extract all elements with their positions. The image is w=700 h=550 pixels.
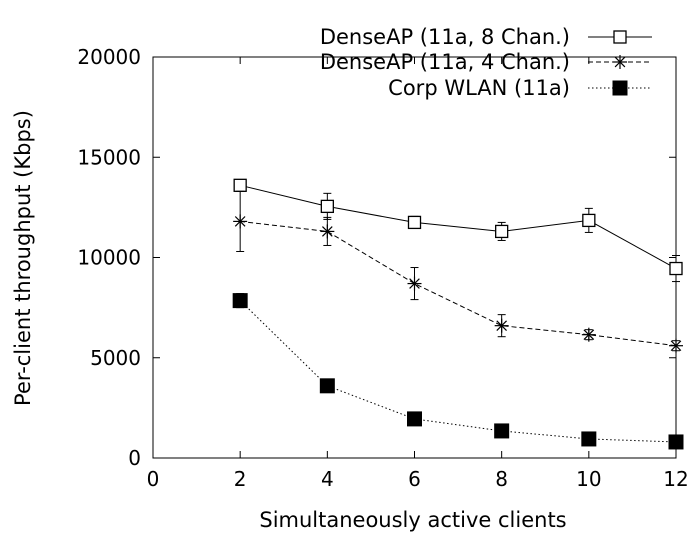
series-3 xyxy=(232,293,684,450)
data-point xyxy=(668,434,684,450)
y-axis-title: Per-client throughput (Kbps) xyxy=(11,110,35,406)
legend-label: DenseAP (11a, 4 Chan.) xyxy=(320,50,570,74)
y-tick-label: 10000 xyxy=(77,246,141,270)
x-tick-label: 10 xyxy=(576,467,601,491)
data-point xyxy=(320,199,334,214)
x-tick-label: 12 xyxy=(663,467,688,491)
y-tick-label: 5000 xyxy=(90,346,141,370)
series-line xyxy=(239,300,677,443)
x-axis-title: Simultaneously active clients xyxy=(259,508,566,532)
legend-label: Corp WLAN (11a) xyxy=(388,76,570,100)
x-tick-label: 2 xyxy=(234,467,247,491)
data-point xyxy=(407,411,422,427)
data-point xyxy=(319,378,335,394)
legend-marker xyxy=(612,80,628,96)
x-tick-label: 8 xyxy=(495,467,508,491)
data-point xyxy=(232,293,248,309)
data-point xyxy=(494,318,509,333)
y-tick-label: 20000 xyxy=(77,45,141,69)
data-point xyxy=(582,213,596,228)
legend-marker xyxy=(613,55,627,69)
legend: DenseAP (11a, 8 Chan.)DenseAP (11a, 4 Ch… xyxy=(320,25,652,100)
legend-label: DenseAP (11a, 8 Chan.) xyxy=(320,25,570,49)
legend-marker xyxy=(613,30,627,44)
series-2 xyxy=(233,190,683,353)
axis-ticks: 0 2 4 6 8 10 12 0 5000 10000 15000 20000 xyxy=(77,45,688,491)
data-point xyxy=(407,215,422,230)
y-tick-label: 15000 xyxy=(77,145,141,169)
plot-border xyxy=(152,56,677,459)
plot-frame xyxy=(152,56,677,459)
data-point xyxy=(233,214,248,229)
data-point xyxy=(407,276,422,291)
data-point xyxy=(581,327,596,342)
series-layer xyxy=(232,178,684,450)
data-point xyxy=(581,431,597,447)
y-tick-label: 0 xyxy=(128,446,141,470)
series-1 xyxy=(233,178,683,283)
x-tick-label: 0 xyxy=(147,467,160,491)
data-point xyxy=(233,178,247,192)
series-line xyxy=(240,220,677,347)
x-tick-label: 4 xyxy=(321,467,334,491)
data-point xyxy=(320,224,335,239)
data-point xyxy=(494,423,510,439)
data-point xyxy=(669,261,683,276)
data-point xyxy=(669,338,683,353)
x-tick-label: 6 xyxy=(408,467,421,491)
data-point xyxy=(495,224,509,239)
series-line xyxy=(240,184,677,269)
